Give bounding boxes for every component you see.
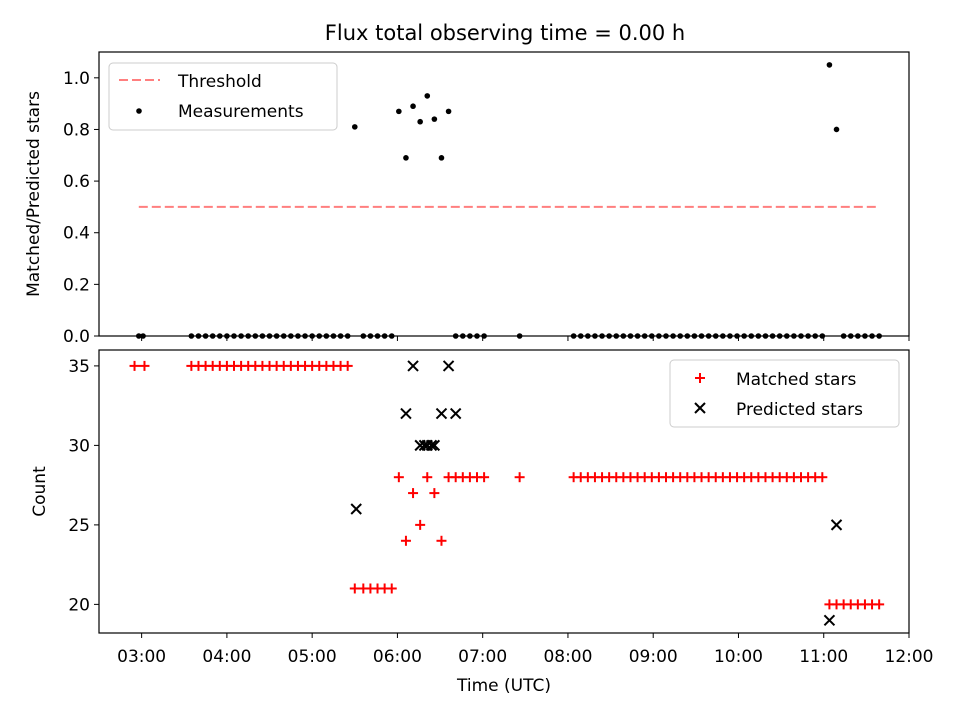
matched-star-marker xyxy=(342,360,353,371)
bottom-x-tick-label: 05:00 xyxy=(288,647,337,667)
predicted-star-marker xyxy=(830,519,843,531)
legend-predicted-label: Predicted stars xyxy=(736,400,863,420)
matched-star-marker xyxy=(874,599,885,610)
matched-star-marker xyxy=(129,360,140,371)
predicted-star-stroke xyxy=(449,407,462,420)
matched-star-marker xyxy=(349,583,360,594)
matched-star-marker xyxy=(400,535,411,546)
measurement-point xyxy=(438,155,445,161)
legend-measurements-swatch xyxy=(136,108,142,114)
matched-star-marker xyxy=(386,583,397,594)
matched-star-marker xyxy=(408,488,419,499)
predicted-star-stroke xyxy=(435,407,448,420)
measurement-point xyxy=(351,124,358,130)
predicted-star-marker xyxy=(350,503,362,515)
bottom-y-tick-label: 35 xyxy=(68,357,90,377)
matched-star-marker xyxy=(436,535,447,546)
top-y-tick-label: 0.6 xyxy=(63,172,90,192)
matched-star-marker xyxy=(422,472,433,483)
bottom-x-tick-label: 04:00 xyxy=(202,647,251,667)
bottom-x-tick-label: 06:00 xyxy=(373,647,422,667)
top-y-tick-label: 0.2 xyxy=(63,275,90,295)
matched-star-marker xyxy=(415,519,426,530)
bottom-y-tick-label: 20 xyxy=(68,595,90,615)
predicted-star-stroke xyxy=(350,503,362,515)
bottom-x-tick-label: 11:00 xyxy=(799,647,848,667)
measurement-point xyxy=(424,93,431,99)
predicted-star-stroke xyxy=(400,407,412,420)
bottom-y-tick-label: 25 xyxy=(68,516,90,536)
bottom-x-tick-label: 03:00 xyxy=(117,647,166,667)
top-panel: 0.0 0.2 0.4 0.6 0.8 1.0 Matched/Predicted star… xyxy=(24,51,910,347)
predicted-star-stroke xyxy=(407,360,419,372)
measurement-point xyxy=(431,116,438,122)
top-plot-frame xyxy=(98,51,910,337)
bottom-x-axis-label: Time (UTC) xyxy=(456,676,551,696)
legend-predicted-swatch xyxy=(694,402,706,414)
bottom-legend: Matched stars Predicted stars xyxy=(669,359,900,428)
measurement-point xyxy=(826,62,833,68)
predicted-star-stroke xyxy=(823,614,836,626)
matched-star-marker xyxy=(817,472,828,483)
predicted-star-marker xyxy=(425,439,438,452)
legend-threshold-label: Threshold xyxy=(177,72,262,92)
bottom-panel: 20 25 30 35 03:00 04:00 05:00 06:00 07:00 08:00 09… xyxy=(30,349,934,696)
measurement-point xyxy=(396,108,402,115)
predicted-star-stroke xyxy=(428,439,441,452)
top-legend-box xyxy=(108,62,338,131)
top-y-axis-label: Matched/Predicted stars xyxy=(24,91,44,297)
measurement-point xyxy=(417,118,423,125)
bottom-x-tick-label: 09:00 xyxy=(629,647,678,667)
measurement-point xyxy=(403,155,409,161)
predicted-star-marker xyxy=(442,360,455,372)
predicted-star-marker xyxy=(428,439,441,452)
top-y-tick-label: 0.0 xyxy=(63,327,90,347)
bottom-y-tick-label: 30 xyxy=(68,436,90,456)
measurement-point xyxy=(833,126,840,133)
top-y-tick-label: 0.4 xyxy=(63,224,90,244)
matched-star-marker xyxy=(429,488,440,499)
bottom-x-tick-label: 07:00 xyxy=(458,647,507,667)
matched-star-marker xyxy=(393,472,404,483)
bottom-legend-box xyxy=(669,359,900,428)
predicted-star-marker xyxy=(400,407,412,420)
predicted-star-stroke xyxy=(425,439,438,452)
bottom-plot-frame xyxy=(98,349,910,634)
predicted-star-stroke xyxy=(830,519,843,531)
measurement-point xyxy=(445,108,452,115)
matched-star-marker xyxy=(139,360,150,371)
bottom-x-tick-label: 10:00 xyxy=(714,647,763,667)
predicted-star-marker xyxy=(435,407,448,420)
legend-matched-label: Matched stars xyxy=(736,370,856,390)
legend-measurements-label: Measurements xyxy=(178,102,304,122)
matched-star-marker xyxy=(514,472,525,483)
top-y-tick-label: 1.0 xyxy=(63,69,90,89)
chart-title: Flux total observing time = 0.00 h xyxy=(325,21,685,45)
matched-star-marker xyxy=(479,472,490,483)
measurement-point xyxy=(410,103,416,110)
predicted-star-marker xyxy=(823,614,836,626)
top-y-tick-label: 0.8 xyxy=(63,120,90,140)
top-legend: Threshold Measurements xyxy=(108,62,338,131)
bottom-x-tick-label: 12:00 xyxy=(885,647,934,667)
predicted-star-marker xyxy=(407,360,419,372)
bottom-x-tick-label: 08:00 xyxy=(543,647,592,667)
bottom-y-axis-label: Count xyxy=(30,466,50,517)
predicted-star-stroke xyxy=(442,360,455,372)
predicted-star-marker xyxy=(449,407,462,420)
